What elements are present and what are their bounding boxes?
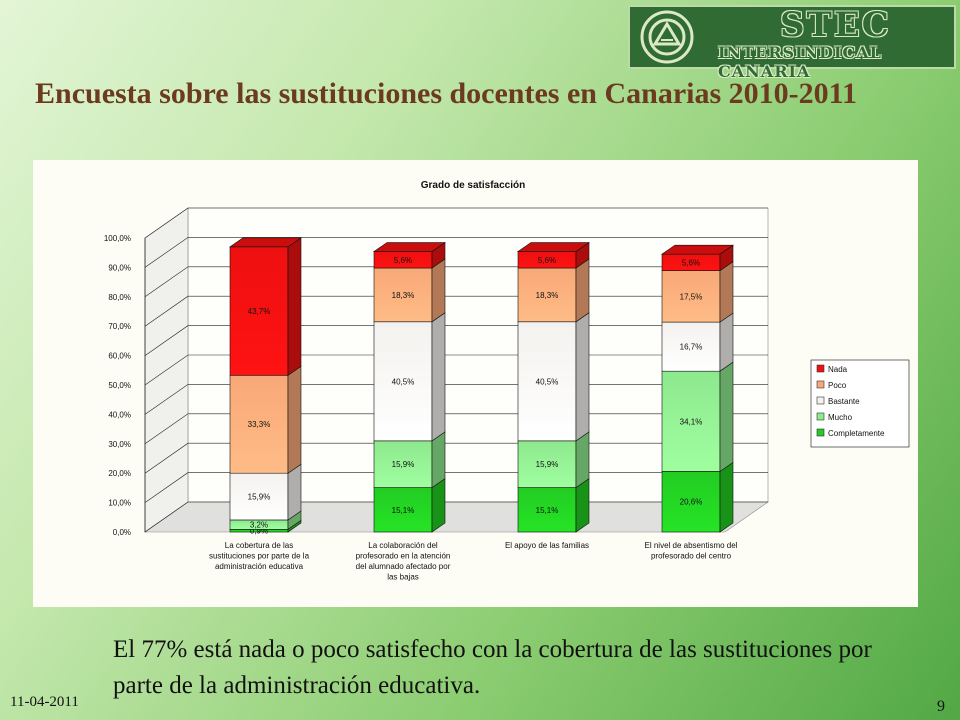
y-tick-label: 10,0% xyxy=(108,499,131,508)
bar-segment xyxy=(229,472,289,521)
data-label: 5,6% xyxy=(394,256,412,265)
legend-label: Nada xyxy=(828,365,848,374)
footer-date: 11-04-2011 xyxy=(10,694,79,710)
bar-segment-side xyxy=(431,258,446,323)
data-label: 18,3% xyxy=(392,291,415,300)
chart-panel: Grado de satisfacción 0,0% 10,0% 20,0% 30,0%… xyxy=(33,160,918,607)
stec-logo: STEC INTERSINDICAL CANARIA xyxy=(628,5,956,81)
data-label: 16,7% xyxy=(680,343,703,352)
data-label: 5,6% xyxy=(682,258,700,267)
stacked-bar-chart: Grado de satisfacción 0,0% 10,0% 20,0% 30,0%… xyxy=(104,180,910,582)
bar-segment xyxy=(373,267,433,323)
data-label: 43,7% xyxy=(248,307,271,316)
logo-main-text: STEC xyxy=(780,5,891,45)
bar-segment xyxy=(373,440,433,488)
data-label: 5,6% xyxy=(538,256,556,265)
bar-segment-side xyxy=(287,365,302,474)
bar-segment-side xyxy=(575,431,590,489)
bar-segment-side xyxy=(287,463,302,521)
page-number: 9 xyxy=(937,698,945,715)
legend-box xyxy=(810,359,910,448)
data-label: 20,6% xyxy=(680,498,703,507)
bar-segment-side xyxy=(287,237,302,376)
bar-segment xyxy=(517,440,577,488)
bar-segment-side xyxy=(719,461,734,533)
bar-top-face xyxy=(661,244,734,255)
x-tick-label: La cobertura de las xyxy=(225,541,294,550)
x-tick-label: La colaboración del xyxy=(368,541,438,550)
bar-top-face xyxy=(229,237,302,248)
y-tick-label: 30,0% xyxy=(108,440,131,449)
y-tick-label: 100,0% xyxy=(104,234,131,243)
data-label: 17,5% xyxy=(680,292,703,301)
slide-caption: El 77% está nada o poco satisfecho con l… xyxy=(113,636,872,699)
gridline xyxy=(144,237,768,268)
y-tick-label: 90,0% xyxy=(108,263,131,272)
bar-segment xyxy=(517,321,577,442)
x-tick-label: del alumnado afectado por xyxy=(356,562,451,571)
legend-swatch xyxy=(816,412,825,421)
bar-top-face xyxy=(517,242,590,252)
data-label: 33,3% xyxy=(248,420,271,429)
bar-segment xyxy=(661,471,721,533)
data-label: 40,5% xyxy=(536,377,559,386)
data-label: 15,9% xyxy=(392,460,415,469)
x-tick-label: administración educativa xyxy=(215,562,304,571)
bar-segment xyxy=(517,487,577,533)
data-label: 0,9% xyxy=(250,527,268,536)
bar-segment-side xyxy=(431,312,446,442)
data-label: 15,1% xyxy=(392,506,415,515)
legend-swatch xyxy=(816,380,825,389)
y-tick-label: 80,0% xyxy=(108,293,131,302)
legend-swatch xyxy=(816,396,825,405)
legend-label: Mucho xyxy=(828,413,853,422)
data-label: 3,2% xyxy=(250,521,268,530)
stec-emblem-icon xyxy=(640,10,694,64)
bar-segment xyxy=(373,487,433,533)
legend-label: Completamente xyxy=(828,429,885,438)
gridline xyxy=(144,207,768,239)
x-tick-label: profesorado del centro xyxy=(651,552,732,561)
x-tick-label: sustituciones por parte de la xyxy=(209,552,310,561)
bar-segment xyxy=(517,267,577,323)
bar-segment-side xyxy=(719,312,734,372)
y-tick-label: 0,0% xyxy=(113,528,131,537)
x-tick-label: El nivel de absentismo del xyxy=(645,541,738,550)
data-label: 40,5% xyxy=(392,377,415,386)
y-tick-label: 20,0% xyxy=(108,469,131,478)
bar-segment xyxy=(661,270,721,323)
legend-label: Bastante xyxy=(828,397,860,406)
bar-segment-side xyxy=(575,258,590,323)
bar-segment-side xyxy=(431,431,446,489)
data-label: 15,9% xyxy=(536,460,559,469)
y-tick-label: 70,0% xyxy=(108,322,131,331)
bar-segment-side xyxy=(719,361,734,473)
bar-segment-side xyxy=(719,261,734,323)
data-label: 15,1% xyxy=(536,506,559,515)
data-label: 34,1% xyxy=(680,417,703,426)
x-tick-label: profesorado en la atención xyxy=(356,552,451,561)
x-tick-label: las bajas xyxy=(387,573,419,582)
legend-swatch xyxy=(816,364,825,373)
bar-segment xyxy=(661,321,721,372)
bar-top-face xyxy=(373,242,446,252)
data-label: 18,3% xyxy=(536,291,559,300)
bar-segment xyxy=(373,321,433,442)
slide-title: Encuesta sobre las sustituciones docente… xyxy=(35,77,857,110)
logo-sub-text: INTERSINDICAL CANARIA xyxy=(718,43,882,81)
chart-title: Grado de satisfacción xyxy=(421,180,525,191)
x-tick-label: El apoyo de las familias xyxy=(505,541,589,550)
y-tick-label: 50,0% xyxy=(108,381,131,390)
data-label: 15,9% xyxy=(248,493,271,502)
legend-swatch xyxy=(816,428,825,437)
bar-segment xyxy=(229,374,289,474)
legend-label: Poco xyxy=(828,381,847,390)
y-tick-label: 40,0% xyxy=(108,410,131,419)
bar-segment-side xyxy=(575,312,590,442)
y-tick-label: 60,0% xyxy=(108,352,131,361)
